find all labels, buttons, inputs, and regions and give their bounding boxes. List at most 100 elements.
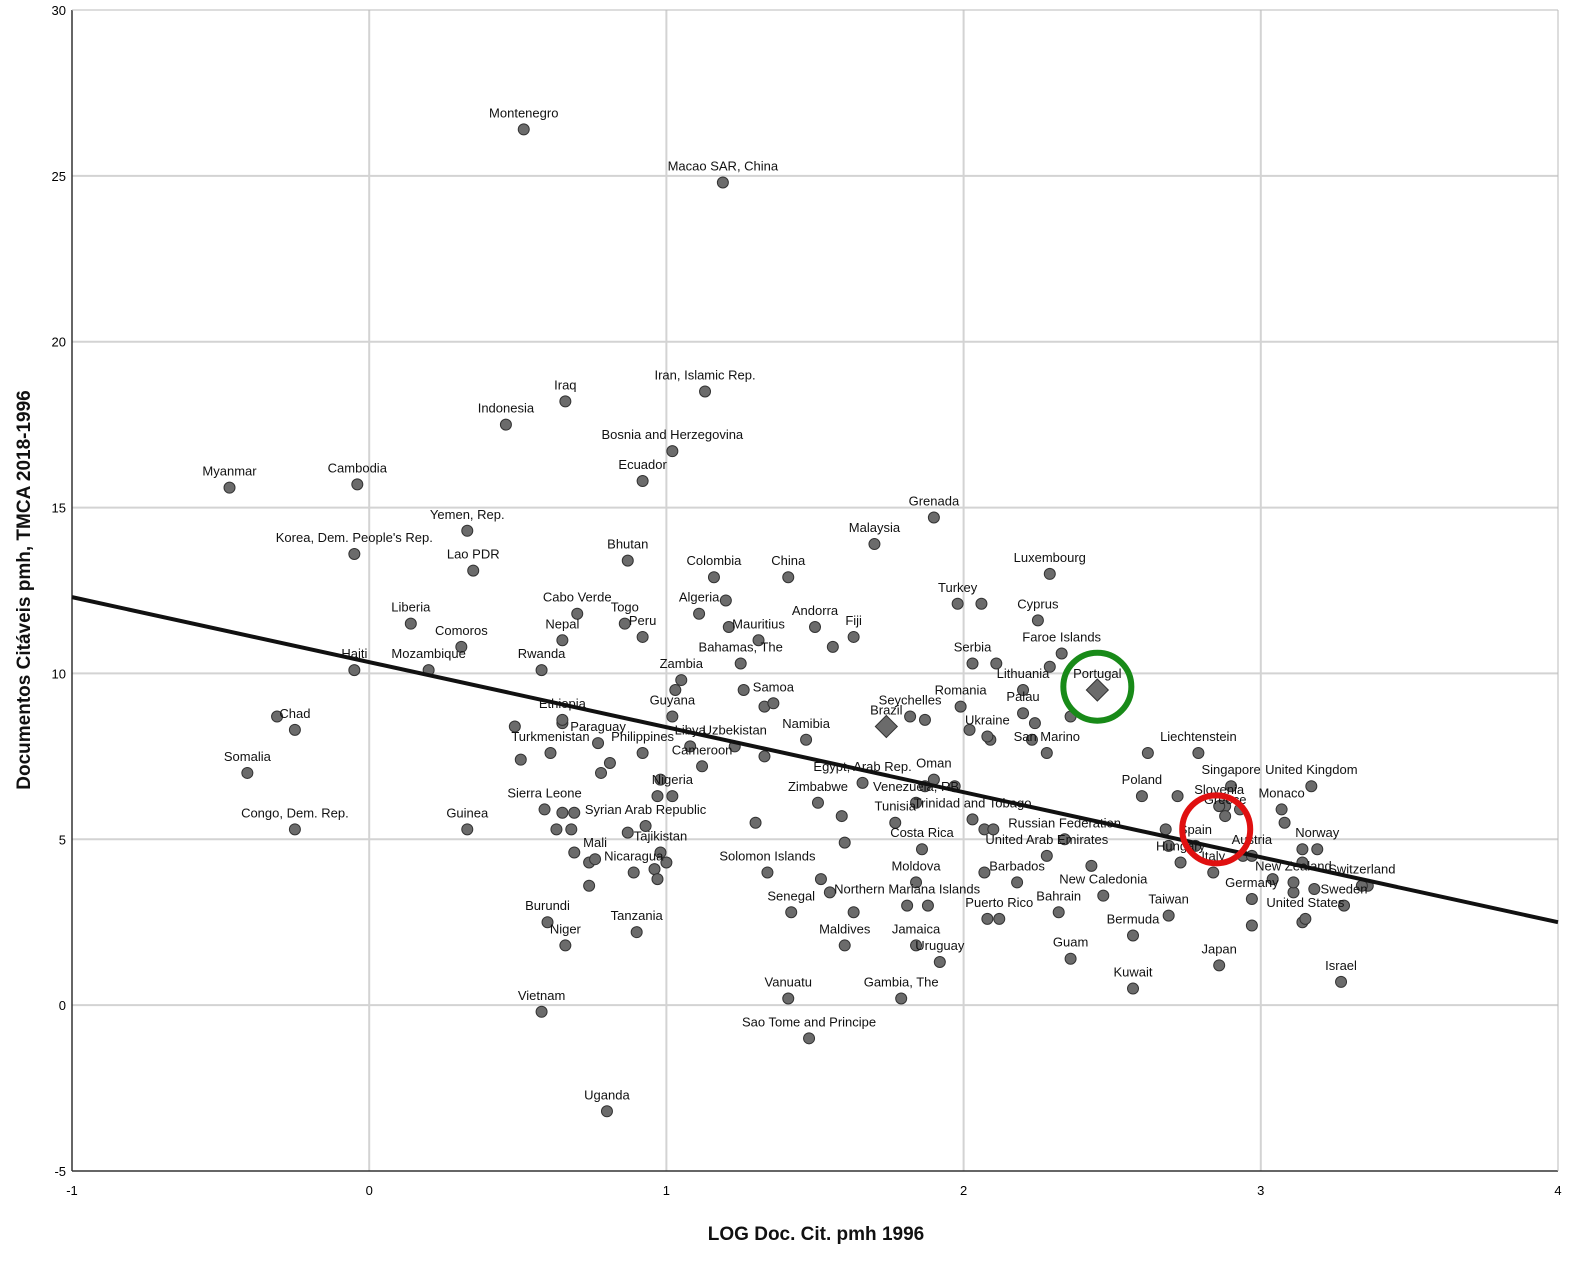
point-label: Germany (1225, 875, 1279, 890)
data-point (535, 1005, 548, 1018)
data-point (814, 873, 827, 886)
data-point-diamond (1085, 678, 1110, 702)
point-label: Algeria (679, 590, 720, 605)
data-point (981, 912, 994, 925)
point-label: Sweden (1321, 882, 1368, 897)
point-label: Ukraine (965, 712, 1010, 727)
point-label: Chad (279, 706, 310, 721)
data-point (514, 753, 527, 766)
data-point (910, 796, 923, 809)
point-label: Guam (1053, 935, 1088, 950)
data-point (993, 912, 1006, 925)
data-point (1192, 747, 1205, 760)
point-label: Colombia (686, 553, 742, 568)
data-point (1338, 899, 1351, 912)
data-point (654, 773, 667, 786)
point-label: Mozambique (391, 646, 465, 661)
data-point (1025, 733, 1038, 746)
data-point (556, 806, 569, 819)
data-point (1058, 833, 1071, 846)
x-tick-label: 2 (960, 1183, 967, 1198)
point-label: Libya (675, 722, 707, 737)
data-point (589, 853, 602, 866)
point-label: New Zealand (1255, 858, 1332, 873)
y-tick-label: -5 (54, 1164, 66, 1179)
point-label: Palau (1006, 689, 1039, 704)
y-tick-label: 30 (52, 3, 66, 18)
data-point (595, 766, 608, 779)
data-point (987, 823, 1000, 836)
point-label: Liberia (391, 600, 431, 615)
data-point (761, 866, 774, 879)
data-point (1308, 883, 1321, 896)
point-label: Macao SAR, China (668, 158, 779, 173)
data-point (1225, 780, 1238, 793)
point-label: Andorra (792, 603, 839, 618)
data-point (696, 760, 709, 773)
data-point (693, 607, 706, 620)
point-label: Jamaica (892, 921, 941, 936)
data-point (1219, 810, 1232, 823)
point-label: Indonesia (478, 401, 535, 416)
point-label: Portugal (1073, 666, 1122, 681)
grid-lines (72, 10, 1558, 1171)
data-point (1159, 823, 1172, 836)
data-point (803, 1032, 816, 1045)
point-label: Bhutan (607, 537, 648, 552)
data-point (1171, 790, 1184, 803)
data-point (651, 873, 664, 886)
data-point (951, 597, 964, 610)
point-label: Mali (583, 835, 607, 850)
point-label: Serbia (954, 639, 992, 654)
fit-line (71, 595, 1559, 925)
point-label: Solomon Islands (719, 848, 816, 863)
data-point (975, 597, 988, 610)
data-point (856, 776, 869, 789)
point-label: Nigeria (652, 772, 694, 787)
point-label: Sierra Leone (507, 785, 581, 800)
x-tick-label: -1 (66, 1183, 78, 1198)
data-point (933, 956, 946, 969)
data-point (271, 710, 284, 723)
point-label: Nepal (545, 616, 579, 631)
point-label: Bahrain (1036, 888, 1081, 903)
point-label: Ethiopia (539, 696, 587, 711)
data-point (752, 634, 765, 647)
point-label: Kuwait (1113, 965, 1152, 980)
point-label: Zambia (660, 656, 704, 671)
point-label: Malaysia (849, 520, 901, 535)
fit-line-group (71, 595, 1559, 925)
data-point (927, 511, 940, 524)
data-point (1245, 892, 1258, 905)
point-label: Comoros (435, 623, 488, 638)
data-point (404, 617, 417, 630)
data-point (592, 737, 605, 750)
data-point (1311, 843, 1324, 856)
data-point (499, 418, 512, 431)
point-label: Burundi (525, 898, 570, 913)
data-point (556, 634, 569, 647)
data-point (1052, 906, 1065, 919)
tick-labels: -1 0 1 2 3 4 -5 0 5 10 15 20 25 30 (52, 3, 1562, 1198)
point-label: Lao PDR (447, 547, 500, 562)
data-point (571, 607, 584, 620)
y-tick-label: 25 (52, 169, 66, 184)
point-label: Iraq (554, 377, 576, 392)
point-label: Romania (935, 683, 988, 698)
data-point (1296, 843, 1309, 856)
data-point (910, 939, 923, 952)
data-point (823, 886, 836, 899)
axes (71, 9, 1559, 1172)
data-point (1043, 660, 1056, 673)
highlight-circles (1060, 649, 1254, 867)
data-point (737, 684, 750, 697)
data-point (1141, 747, 1154, 760)
point-label: Tunisia (875, 799, 917, 814)
data-point (467, 564, 480, 577)
data-point (904, 710, 917, 723)
data-point (630, 926, 643, 939)
point-label: Poland (1122, 772, 1162, 787)
point-label: Cabo Verde (543, 590, 612, 605)
data-point (1278, 816, 1291, 829)
